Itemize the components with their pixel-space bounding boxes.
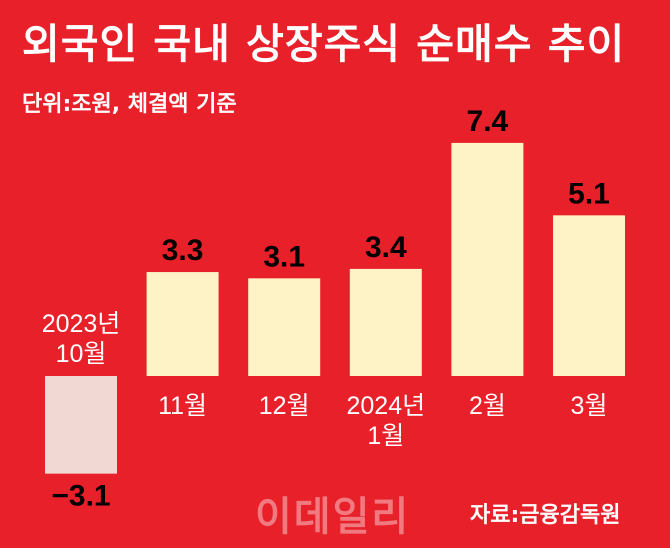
chart-title: 외국인 국내 상장주식 순매수 추이 xyxy=(22,20,626,68)
source-note: 자료:금융감독원 xyxy=(470,503,621,528)
category-label-5-0: 3월 xyxy=(571,392,608,420)
bar-3 xyxy=(349,268,422,376)
category-label-0-0: 2023년 xyxy=(42,310,121,338)
bar-1 xyxy=(146,272,219,376)
category-label-4-0: 2월 xyxy=(469,392,506,420)
bar-4 xyxy=(451,142,524,376)
category-label-0-1: 10월 xyxy=(56,340,107,368)
value-label-3: 3.4 xyxy=(365,231,407,264)
value-label-1: 3.3 xyxy=(162,234,204,267)
bar-2 xyxy=(248,278,321,376)
category-label-1-0: 11월 xyxy=(158,392,207,420)
bar-0 xyxy=(45,376,117,474)
watermark-logo: 이데일리 xyxy=(255,494,411,540)
category-label-3-1: 1월 xyxy=(367,422,404,450)
chart-unit-note: 단위:조원, 체결액 기준 xyxy=(22,92,237,117)
bar-5 xyxy=(553,215,625,376)
category-label-3-0: 2024년 xyxy=(346,392,425,420)
value-label-2: 3.1 xyxy=(263,240,305,273)
category-label-2-0: 12월 xyxy=(259,392,310,420)
value-label-4: 7.4 xyxy=(467,105,509,138)
value-label-0: −3.1 xyxy=(51,480,110,513)
value-label-5: 5.1 xyxy=(568,177,610,210)
